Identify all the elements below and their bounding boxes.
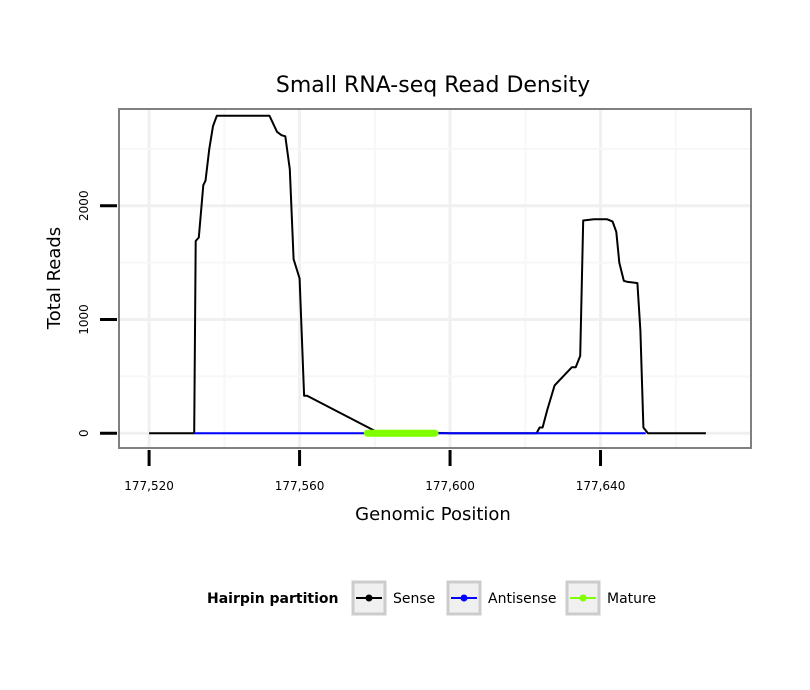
x-axis-title: Genomic Position [355, 504, 511, 525]
plot-panel [118, 108, 752, 449]
y-axis-title: Total Reads [44, 227, 65, 330]
legend-title: Hairpin partition [207, 591, 338, 607]
y-axis: 0 1000 2000 [77, 190, 117, 437]
legend-item-sense: Sense [351, 580, 435, 616]
chart-title: Small RNA-seq Read Density [276, 73, 590, 98]
plot-frame [118, 108, 752, 449]
legend-label-mature: Mature [607, 591, 656, 607]
plot-border [118, 108, 752, 449]
legend-point-mature [579, 594, 587, 602]
legend: Hairpin partition Sense Antisense Mature [207, 580, 656, 616]
legend-label-sense: Sense [393, 591, 435, 607]
legend-point-antisense [460, 594, 468, 602]
x-axis: 177,520 177,560 177,600 177,640 [124, 450, 625, 493]
x-tick-label: 177,560 [275, 479, 325, 493]
x-tick-label: 177,640 [576, 479, 626, 493]
x-tick-label: 177,520 [124, 479, 174, 493]
y-tick-label: 0 [77, 429, 91, 437]
legend-item-mature: Mature [565, 580, 656, 616]
y-tick-label: 1000 [77, 304, 91, 335]
y-tick-label: 2000 [77, 190, 91, 221]
x-tick-label: 177,600 [425, 479, 475, 493]
legend-label-antisense: Antisense [488, 591, 557, 607]
legend-item-antisense: Antisense [446, 580, 557, 616]
series-lines [149, 114, 706, 437]
legend-point-sense [365, 594, 373, 602]
